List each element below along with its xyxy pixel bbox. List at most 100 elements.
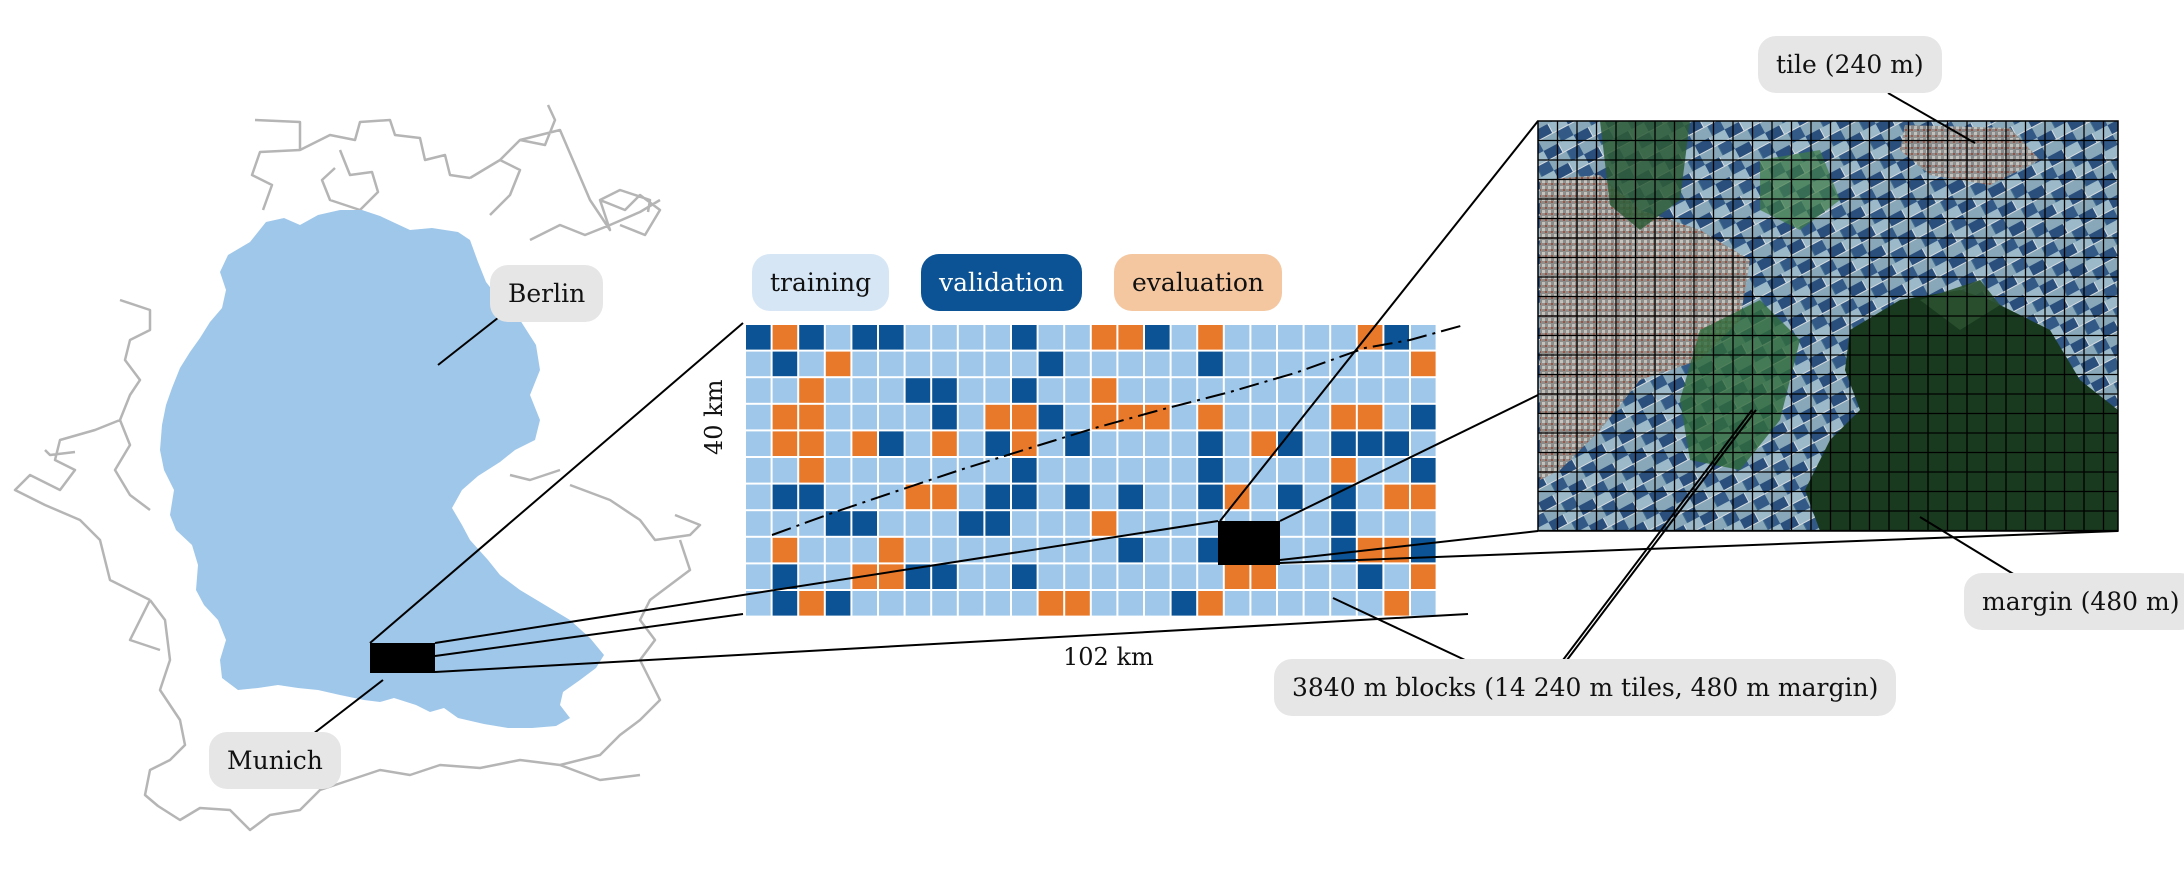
block-cell-training (1198, 378, 1223, 403)
block-cell-training (985, 564, 1010, 589)
block-cell-training (852, 537, 877, 563)
block-cell-validation (1278, 484, 1303, 510)
block-cell-training (879, 511, 904, 536)
block-cell-training (1411, 591, 1436, 616)
block-cell-training (958, 431, 984, 456)
block-cell-training (905, 404, 931, 430)
block-cell-training (746, 351, 771, 377)
block-cell-evaluation (1411, 484, 1436, 510)
block-cell-validation (1065, 484, 1090, 510)
block-cell-training (1171, 431, 1197, 456)
block-cell-training (825, 431, 851, 456)
block-cell-training (932, 511, 957, 536)
block-cell-training (799, 537, 824, 563)
block-cell-evaluation (1091, 325, 1117, 350)
block-cell-validation (1012, 458, 1037, 483)
block-cell-training (1384, 564, 1409, 589)
block-cell-evaluation (1012, 404, 1037, 430)
block-cell-validation (932, 564, 957, 589)
block-cell-validation (1357, 431, 1383, 456)
block-cell-validation (905, 378, 931, 403)
block-cell-validation (746, 325, 771, 350)
block-cell-validation (1331, 537, 1356, 563)
block-cell-training (1118, 591, 1143, 616)
block-cell-training (932, 351, 957, 377)
block-cell-evaluation (1411, 351, 1436, 377)
block-cell-validation (1145, 325, 1170, 350)
block-cell-training (1145, 431, 1170, 456)
block-cell-validation (1065, 431, 1090, 456)
block-cell-training (852, 404, 877, 430)
block-cell-training (958, 591, 984, 616)
block-cell-training (932, 458, 957, 483)
block-cell-training (1118, 351, 1143, 377)
block-cell-validation (1384, 325, 1409, 350)
block-cell-training (799, 511, 824, 536)
block-cell-training (932, 591, 957, 616)
block-cell-evaluation (985, 404, 1010, 430)
block-cell-validation (1198, 458, 1223, 483)
block-cell-validation (1331, 511, 1356, 536)
block-cell-training (1251, 591, 1276, 616)
block-cell-training (1171, 458, 1197, 483)
block-cell-training (1171, 511, 1197, 536)
block-cell-training (1331, 378, 1356, 403)
block-cell-validation (852, 325, 877, 350)
block-cell-evaluation (879, 564, 904, 589)
block-cell-training (985, 537, 1010, 563)
block-cell-training (1065, 378, 1090, 403)
legend-training: training (752, 254, 890, 311)
block-cell-training (825, 404, 851, 430)
block-cell-training (746, 591, 771, 616)
block-cell-evaluation (879, 537, 904, 563)
block-cell-training (1251, 351, 1276, 377)
block-cell-validation (1012, 564, 1037, 589)
zoom-connectors (312, 92, 2119, 735)
block-cell-training (985, 351, 1010, 377)
block-cell-training (772, 511, 798, 536)
block-cell-evaluation (1198, 325, 1223, 350)
block-cell-training (1304, 458, 1330, 483)
block-cell-training (1411, 378, 1436, 403)
block-cell-training (1304, 351, 1330, 377)
block-cell-validation (1012, 378, 1037, 403)
block-cell-training (985, 458, 1010, 483)
block-cell-training (1278, 404, 1303, 430)
block-cell-training (1065, 351, 1090, 377)
block-cell-training (1278, 378, 1303, 403)
block-cell-evaluation (799, 431, 824, 456)
block-cell-training (1251, 325, 1276, 350)
block-cell-training (1251, 378, 1276, 403)
block-cell-training (1224, 351, 1250, 377)
block-cell-training (1198, 564, 1223, 589)
block-cell-training (1384, 351, 1409, 377)
berlin-label: Berlin (490, 265, 604, 322)
block-cell-training (879, 591, 904, 616)
block-cell-training (879, 351, 904, 377)
block-cell-training (852, 351, 877, 377)
block-cell-training (1224, 325, 1250, 350)
block-cell-training (1065, 404, 1090, 430)
block-cell-validation (1118, 537, 1143, 563)
block-cell-training (1038, 484, 1064, 510)
block-cell-training (879, 458, 904, 483)
block-cell-training (746, 404, 771, 430)
block-cell-training (1304, 537, 1330, 563)
block-cell-training (1304, 511, 1330, 536)
block-cell-training (1171, 537, 1197, 563)
block-cell-training (1357, 378, 1383, 403)
block-cell-training (1357, 351, 1383, 377)
block-cell-training (958, 458, 984, 483)
block-cell-evaluation (1091, 378, 1117, 403)
block-cell-evaluation (1118, 325, 1143, 350)
block-cell-training (958, 404, 984, 430)
block-cell-training (1357, 511, 1383, 536)
block-cell-training (1118, 458, 1143, 483)
block-cell-validation (1171, 591, 1197, 616)
block-cell-validation (1038, 404, 1064, 430)
block-cell-training (746, 564, 771, 589)
block-cell-training (1278, 564, 1303, 589)
tile-label: tile (240 m) (1758, 36, 1942, 93)
block-cell-evaluation (1251, 564, 1276, 589)
block-cell-validation (1038, 351, 1064, 377)
